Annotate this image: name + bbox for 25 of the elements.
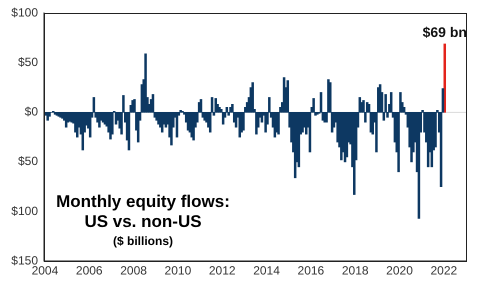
- x-tick-label: 2016: [298, 264, 325, 278]
- x-tick-label: 2022: [430, 264, 458, 278]
- text: ($ billions): [112, 234, 174, 248]
- y-tick-label: $0: [24, 104, 38, 119]
- x-tick-label: 2006: [76, 264, 103, 278]
- y-tick-label: $50: [18, 154, 38, 168]
- bar: [48, 112, 51, 117]
- bar: [176, 112, 178, 138]
- x-tick-label: 2018: [342, 264, 369, 278]
- bar: [82, 112, 84, 150]
- bar: [418, 112, 420, 219]
- x-tick-label: 2012: [208, 264, 236, 278]
- x-tick-label: 2014: [253, 264, 280, 278]
- x-tick-label: 2020: [386, 264, 414, 278]
- bar: [312, 98, 315, 113]
- bar: [170, 112, 173, 146]
- annotation: $69 bn: [422, 24, 467, 40]
- text: Monthly equity flows: US vs. non-US: [55, 192, 231, 232]
- x-tick-label: 2010: [164, 264, 192, 278]
- y-tick-label: $100: [11, 6, 38, 20]
- bar: [444, 44, 446, 113]
- y-tick-label: $100: [11, 204, 38, 218]
- x-tick-label: 2008: [120, 264, 148, 278]
- y-tick-label: $50: [18, 55, 38, 70]
- bar: [434, 112, 437, 148]
